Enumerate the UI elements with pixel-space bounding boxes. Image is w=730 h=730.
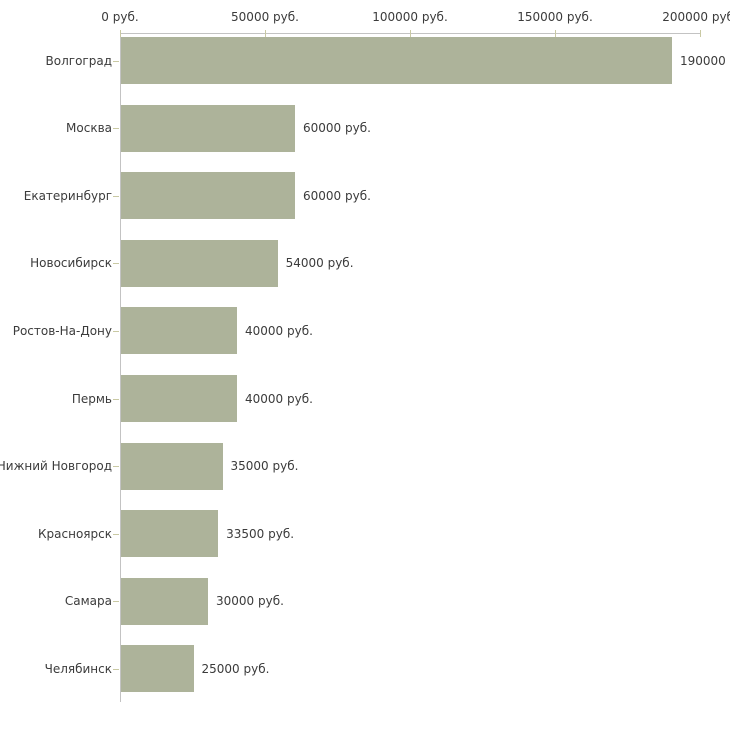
x-axis-tick	[120, 30, 121, 37]
y-axis-tick	[113, 398, 119, 400]
x-axis-tick	[555, 30, 556, 37]
category-label: Волгоград	[45, 53, 112, 68]
category-label: Пермь	[71, 391, 112, 406]
value-label: 33500 руб.	[226, 526, 295, 541]
category-label: Красноярск	[38, 526, 112, 541]
bar	[121, 442, 223, 490]
x-axis-tick	[265, 30, 266, 37]
value-label: 40000 руб.	[245, 391, 313, 406]
category-label: Екатеринбург	[23, 188, 112, 203]
x-axis-tick-label: 200000 руб.	[662, 10, 730, 24]
y-axis-tick	[113, 668, 119, 670]
value-label: 60000 руб.	[303, 121, 371, 136]
value-label: 25000 руб.	[201, 661, 270, 676]
x-axis-tick-label: 0 руб.	[101, 10, 139, 24]
x-axis-tick-label: 150000 руб.	[517, 10, 593, 24]
y-axis-tick	[113, 601, 119, 603]
bar	[121, 510, 219, 558]
category-label: Ростов-На-Дону	[12, 323, 112, 338]
value-label: 30000 руб.	[216, 594, 284, 609]
x-axis-tick-label: 50000 руб.	[231, 10, 299, 24]
y-axis-tick	[113, 330, 119, 332]
value-label: 54000 руб.	[285, 256, 354, 271]
bar	[121, 645, 194, 693]
y-axis-tick	[113, 60, 119, 62]
bar	[121, 577, 208, 625]
value-label: 35000 руб.	[230, 459, 299, 474]
bar	[121, 104, 295, 152]
category-label: Челябинск	[44, 661, 112, 676]
y-axis-tick	[113, 466, 119, 468]
category-label: Москва	[66, 121, 112, 136]
x-axis-tick-label: 100000 руб.	[372, 10, 448, 24]
y-axis-tick	[113, 533, 119, 535]
bar	[121, 37, 672, 84]
value-label: 190000 руб.	[680, 53, 730, 68]
y-axis-line	[120, 33, 121, 702]
category-label: Нижний Новгород	[0, 459, 112, 474]
bar	[121, 307, 237, 355]
x-axis-tick	[410, 30, 411, 37]
y-axis-tick	[113, 128, 119, 130]
value-label: 60000 руб.	[303, 188, 371, 203]
x-axis-tick	[700, 30, 701, 37]
y-axis-tick	[113, 263, 119, 265]
category-label: Самара	[64, 594, 112, 609]
y-axis-tick	[113, 195, 119, 197]
bar	[121, 375, 237, 422]
category-label: Новосибирск	[30, 256, 112, 271]
bar	[121, 239, 278, 287]
bar	[121, 172, 295, 220]
value-label: 40000 руб.	[245, 323, 313, 338]
